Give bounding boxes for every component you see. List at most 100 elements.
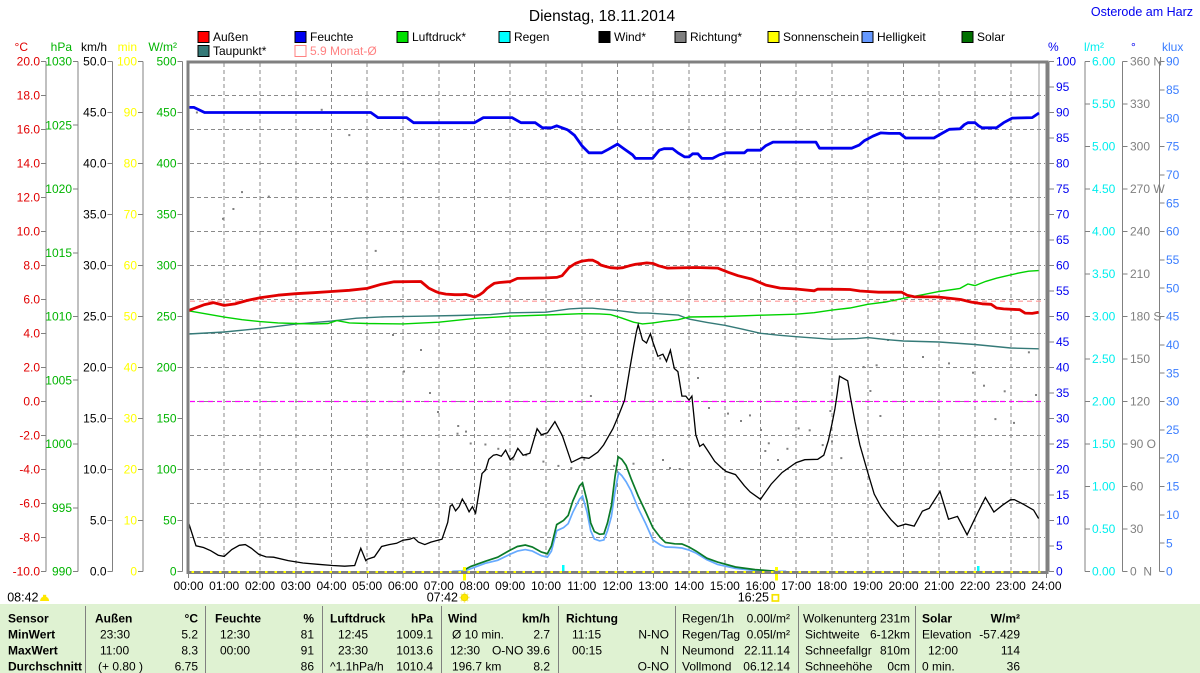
svg-text:0.00: 0.00 (1092, 565, 1116, 579)
svg-text:Taupunkt*: Taupunkt* (213, 44, 267, 58)
svg-text:30: 30 (1166, 395, 1180, 409)
svg-text:45: 45 (1166, 310, 1180, 324)
svg-text:810m: 810m (880, 644, 910, 658)
svg-text:90: 90 (1056, 106, 1070, 120)
svg-text:0: 0 (130, 565, 137, 579)
svg-text:1.50: 1.50 (1092, 437, 1116, 451)
svg-text:Sensor: Sensor (8, 612, 49, 626)
svg-text:6.75: 6.75 (175, 659, 199, 673)
svg-text:10.0: 10.0 (17, 225, 41, 239)
svg-text:81: 81 (301, 628, 315, 642)
svg-text:-10.0: -10.0 (13, 565, 41, 579)
svg-text:00:00: 00:00 (220, 644, 250, 658)
svg-text:Feuchte: Feuchte (310, 30, 354, 44)
svg-text:0.0: 0.0 (23, 395, 40, 409)
svg-text:30: 30 (1056, 412, 1070, 426)
svg-text:13:00: 13:00 (638, 579, 668, 593)
svg-text:15:00: 15:00 (710, 579, 740, 593)
svg-text:30: 30 (1130, 522, 1144, 536)
svg-text:Neumond: Neumond (682, 644, 734, 658)
svg-text:20: 20 (1056, 463, 1070, 477)
svg-text:1020: 1020 (45, 182, 72, 196)
svg-text:14.0: 14.0 (17, 157, 41, 171)
svg-text:09:00: 09:00 (495, 579, 525, 593)
svg-text:07:42: 07:42 (427, 591, 458, 605)
svg-text:22:00: 22:00 (960, 579, 990, 593)
svg-text:1000: 1000 (45, 437, 72, 451)
svg-text:1015: 1015 (45, 246, 72, 260)
svg-text:06:00: 06:00 (388, 579, 418, 593)
svg-text:14:00: 14:00 (674, 579, 704, 593)
svg-text:0 N: 0 N (1130, 565, 1152, 579)
svg-text:5.9 Monat-Ø: 5.9 Monat-Ø (310, 44, 377, 58)
svg-text:°C: °C (185, 612, 199, 626)
svg-text:0.00l/m²: 0.00l/m² (747, 612, 790, 626)
svg-text:10: 10 (1056, 514, 1070, 528)
svg-text:N: N (660, 644, 669, 658)
svg-text:12:00: 12:00 (602, 579, 632, 593)
svg-text:20.0: 20.0 (83, 361, 107, 375)
svg-text:1010: 1010 (45, 310, 72, 324)
svg-text:06.12.14: 06.12.14 (743, 659, 790, 673)
svg-text:%: % (303, 612, 314, 626)
svg-text:0: 0 (1056, 565, 1063, 579)
svg-text:24:00: 24:00 (1031, 579, 1061, 593)
svg-text:Luftdruck: Luftdruck (330, 612, 386, 626)
svg-text:90 O: 90 O (1130, 437, 1156, 451)
svg-text:60: 60 (1056, 259, 1070, 273)
svg-text:00:00: 00:00 (173, 579, 203, 593)
svg-text:500: 500 (156, 55, 176, 69)
svg-text:70: 70 (1056, 208, 1070, 222)
svg-text:00:15: 00:15 (572, 644, 602, 658)
svg-text:50: 50 (124, 310, 138, 324)
svg-text:65: 65 (1056, 233, 1070, 247)
svg-text:Luftdruck*: Luftdruck* (412, 30, 466, 44)
svg-text:150: 150 (156, 412, 176, 426)
svg-text:07:00: 07:00 (424, 579, 454, 593)
svg-text:12:00: 12:00 (928, 644, 958, 658)
svg-text:0cm: 0cm (887, 659, 910, 673)
svg-text:22.11.14: 22.11.14 (744, 644, 790, 658)
svg-text:km/h: km/h (522, 612, 550, 626)
svg-text:30: 30 (124, 412, 138, 426)
svg-text:40.0: 40.0 (83, 157, 107, 171)
svg-text:Durchschnitt: Durchschnitt (8, 659, 82, 673)
svg-text:100: 100 (1056, 55, 1076, 69)
svg-text:6.0: 6.0 (23, 293, 40, 307)
svg-text:5.50: 5.50 (1092, 97, 1116, 111)
svg-text:25: 25 (1056, 437, 1070, 451)
svg-text:231m: 231m (880, 612, 910, 626)
svg-text:35: 35 (1056, 386, 1070, 400)
svg-text:10:00: 10:00 (531, 579, 561, 593)
svg-text:4.50: 4.50 (1092, 182, 1116, 196)
svg-text:l/m²: l/m² (1084, 40, 1104, 54)
svg-text:20: 20 (1166, 451, 1180, 465)
svg-text:23:30: 23:30 (338, 644, 368, 658)
svg-text:250: 250 (156, 310, 176, 324)
svg-text:25: 25 (1166, 423, 1180, 437)
svg-text:200: 200 (156, 361, 176, 375)
svg-text:17:00: 17:00 (781, 579, 811, 593)
svg-text:Osterode am Harz: Osterode am Harz (1091, 5, 1193, 19)
svg-text:114: 114 (1001, 644, 1020, 658)
svg-text:360 N: 360 N (1130, 55, 1162, 69)
svg-text:60: 60 (124, 259, 138, 273)
svg-text:Elevation: Elevation (922, 628, 971, 642)
svg-text:0.05l/m²: 0.05l/m² (747, 628, 790, 642)
svg-text:Richtung*: Richtung* (690, 30, 742, 44)
svg-text:8.0: 8.0 (23, 259, 40, 273)
svg-text:8.3: 8.3 (181, 644, 198, 658)
svg-text:Schneefallgr: Schneefallgr (805, 644, 872, 658)
svg-text:08:00: 08:00 (459, 579, 489, 593)
svg-text:Regen: Regen (514, 30, 549, 44)
svg-text:120: 120 (1130, 395, 1150, 409)
svg-text:11:00: 11:00 (100, 644, 129, 658)
svg-text:01:00: 01:00 (209, 579, 239, 593)
svg-text:80: 80 (1166, 111, 1180, 125)
svg-text:N-NO: N-NO (638, 628, 669, 642)
svg-text:12:30: 12:30 (450, 644, 480, 658)
svg-text:400: 400 (156, 157, 176, 171)
svg-text:90: 90 (124, 106, 138, 120)
svg-text:5: 5 (1166, 536, 1173, 550)
svg-text:15: 15 (1056, 488, 1070, 502)
